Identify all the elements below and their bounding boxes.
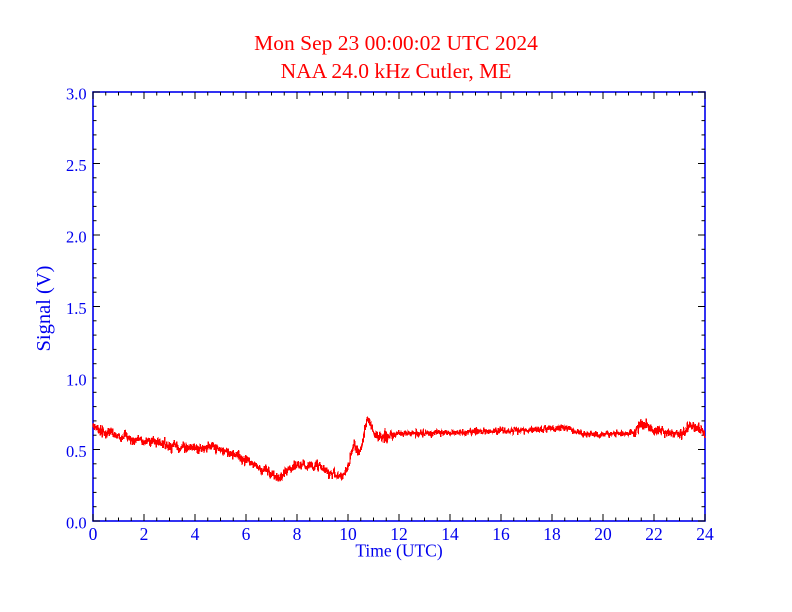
svg-text:2.0: 2.0 <box>66 227 87 246</box>
svg-text:22: 22 <box>645 524 663 544</box>
svg-text:1.0: 1.0 <box>66 370 87 389</box>
svg-text:0: 0 <box>89 524 98 544</box>
svg-text:1.5: 1.5 <box>66 299 87 318</box>
svg-text:2.5: 2.5 <box>66 156 87 175</box>
svg-text:0.0: 0.0 <box>66 513 87 532</box>
svg-text:0.5: 0.5 <box>66 442 87 461</box>
svg-text:6: 6 <box>242 524 251 544</box>
svg-text:Signal (V): Signal (V) <box>33 266 55 352</box>
svg-text:2: 2 <box>140 524 149 544</box>
svg-text:24: 24 <box>696 524 714 544</box>
svg-text:4: 4 <box>191 524 200 544</box>
svg-text:16: 16 <box>492 524 510 544</box>
svg-text:20: 20 <box>594 524 612 544</box>
svg-text:18: 18 <box>543 524 561 544</box>
svg-text:Time (UTC): Time (UTC) <box>355 541 443 561</box>
svg-text:14: 14 <box>441 524 459 544</box>
svg-text:3.0: 3.0 <box>66 84 87 103</box>
svg-text:8: 8 <box>293 524 302 544</box>
